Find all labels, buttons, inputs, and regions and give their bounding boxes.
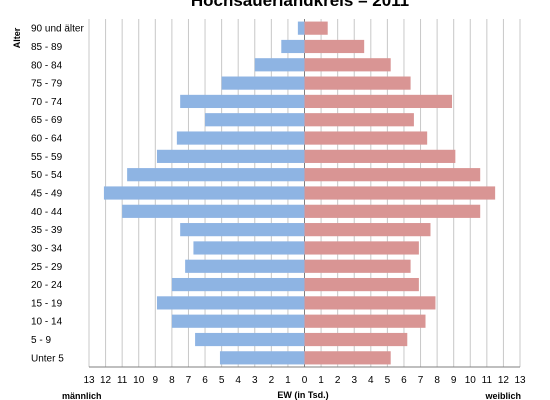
y-axis-label: Alter xyxy=(12,27,22,48)
bar-female xyxy=(304,332,408,347)
bar-male xyxy=(180,94,305,109)
bar-male xyxy=(254,58,305,72)
bar-male xyxy=(219,351,305,365)
x-tick-label: 3 xyxy=(252,375,258,386)
x-tick-label: 2 xyxy=(269,375,275,386)
bar-female xyxy=(304,186,496,200)
bar-female xyxy=(304,149,456,163)
category-label: 65 - 69 xyxy=(31,115,63,126)
bar-female xyxy=(304,204,481,218)
bar-female xyxy=(304,131,428,145)
x-tick-labels: 13 12 11 10 9 8 7 6 5 4 3 2 1 0 1 2 3 4 5 6 7 8 9 10 11 12 13 xyxy=(83,375,526,386)
bar-female xyxy=(304,277,419,292)
x-tick-label: 8 xyxy=(434,375,440,386)
bar-female xyxy=(304,241,419,255)
bar-male xyxy=(156,296,305,310)
bar-male xyxy=(122,204,305,218)
bar-male xyxy=(205,113,305,127)
x-axis-label: EW (in Tsd.) xyxy=(277,390,328,400)
bar-female xyxy=(304,94,453,109)
category-label: 45 - 49 xyxy=(31,189,63,200)
bar-male xyxy=(221,76,305,90)
right-side-label: weiblich xyxy=(484,391,521,400)
x-tick-label: 2 xyxy=(335,375,341,386)
bar-male xyxy=(171,314,305,328)
x-tick-label: 7 xyxy=(186,375,192,386)
category-label: 70 - 74 xyxy=(31,97,63,108)
bar-female xyxy=(304,223,431,237)
category-label: 55 - 59 xyxy=(31,152,63,163)
x-tick-label: 10 xyxy=(465,375,477,386)
bar-female xyxy=(304,21,328,35)
x-tick-label: 4 xyxy=(235,375,241,386)
category-labels: 90 und älter 85 - 89 80 - 84 75 - 79 70 - 74… xyxy=(31,24,84,365)
x-tick-label: 1 xyxy=(285,375,291,386)
bar-male xyxy=(156,149,305,163)
x-tick-label: 3 xyxy=(351,375,357,386)
bar-female xyxy=(304,113,414,127)
category-label: 20 - 24 xyxy=(31,280,63,291)
bar-female xyxy=(304,351,391,365)
category-label: 35 - 39 xyxy=(31,225,63,236)
category-label: 60 - 64 xyxy=(31,134,63,145)
category-label: 75 - 79 xyxy=(31,79,63,90)
bar-male xyxy=(180,223,305,237)
bars-group xyxy=(103,21,496,365)
bar-male xyxy=(297,21,305,35)
x-tick-label: 6 xyxy=(202,375,208,386)
bar-male xyxy=(195,332,305,347)
x-tick-label: 12 xyxy=(498,375,510,386)
category-label: 25 - 29 xyxy=(31,262,63,273)
bar-male xyxy=(185,259,305,273)
bar-female xyxy=(304,39,365,54)
bar-male xyxy=(171,277,305,292)
category-label: 30 - 34 xyxy=(31,243,63,254)
bar-male xyxy=(193,241,305,255)
category-label: 85 - 89 xyxy=(31,42,63,53)
left-side-label: männlich xyxy=(62,391,102,400)
x-tick-label: 4 xyxy=(368,375,374,386)
bar-male xyxy=(281,39,305,54)
x-tick-label: 11 xyxy=(117,375,128,386)
x-tick-label: 9 xyxy=(451,375,457,386)
x-tick-label: 7 xyxy=(418,375,424,386)
category-label: 90 und älter xyxy=(31,24,84,35)
bar-male xyxy=(176,131,305,145)
x-tick-label: 6 xyxy=(401,375,407,386)
x-tick-label: 0 xyxy=(302,375,308,386)
category-label: 15 - 19 xyxy=(31,298,63,309)
category-label: 80 - 84 xyxy=(31,60,63,71)
bar-male xyxy=(103,186,305,200)
category-label: 10 - 14 xyxy=(31,317,63,328)
bar-female xyxy=(304,168,481,182)
x-tick-label: 9 xyxy=(153,375,159,386)
bar-female xyxy=(304,259,411,273)
bar-female xyxy=(304,314,426,328)
bar-male xyxy=(127,168,305,182)
x-tick-label: 13 xyxy=(83,375,95,386)
category-label: 40 - 44 xyxy=(31,207,63,218)
category-label: 5 - 9 xyxy=(31,335,51,346)
chart-title: Hochsauerlandkreis – 2011 xyxy=(191,0,409,10)
x-tick-label: 1 xyxy=(318,375,324,386)
x-tick-label: 11 xyxy=(482,375,493,386)
x-tick-label: 13 xyxy=(514,375,526,386)
category-label: 50 - 54 xyxy=(31,170,63,181)
x-tick-label: 10 xyxy=(133,375,145,386)
category-label: Unter 5 xyxy=(31,353,64,364)
x-tick-label: 12 xyxy=(100,375,112,386)
bar-female xyxy=(304,58,391,72)
x-tick-label: 8 xyxy=(169,375,175,386)
bar-female xyxy=(304,296,436,310)
x-tick-label: 5 xyxy=(385,375,391,386)
bar-female xyxy=(304,76,411,90)
x-tick-label: 5 xyxy=(219,375,225,386)
